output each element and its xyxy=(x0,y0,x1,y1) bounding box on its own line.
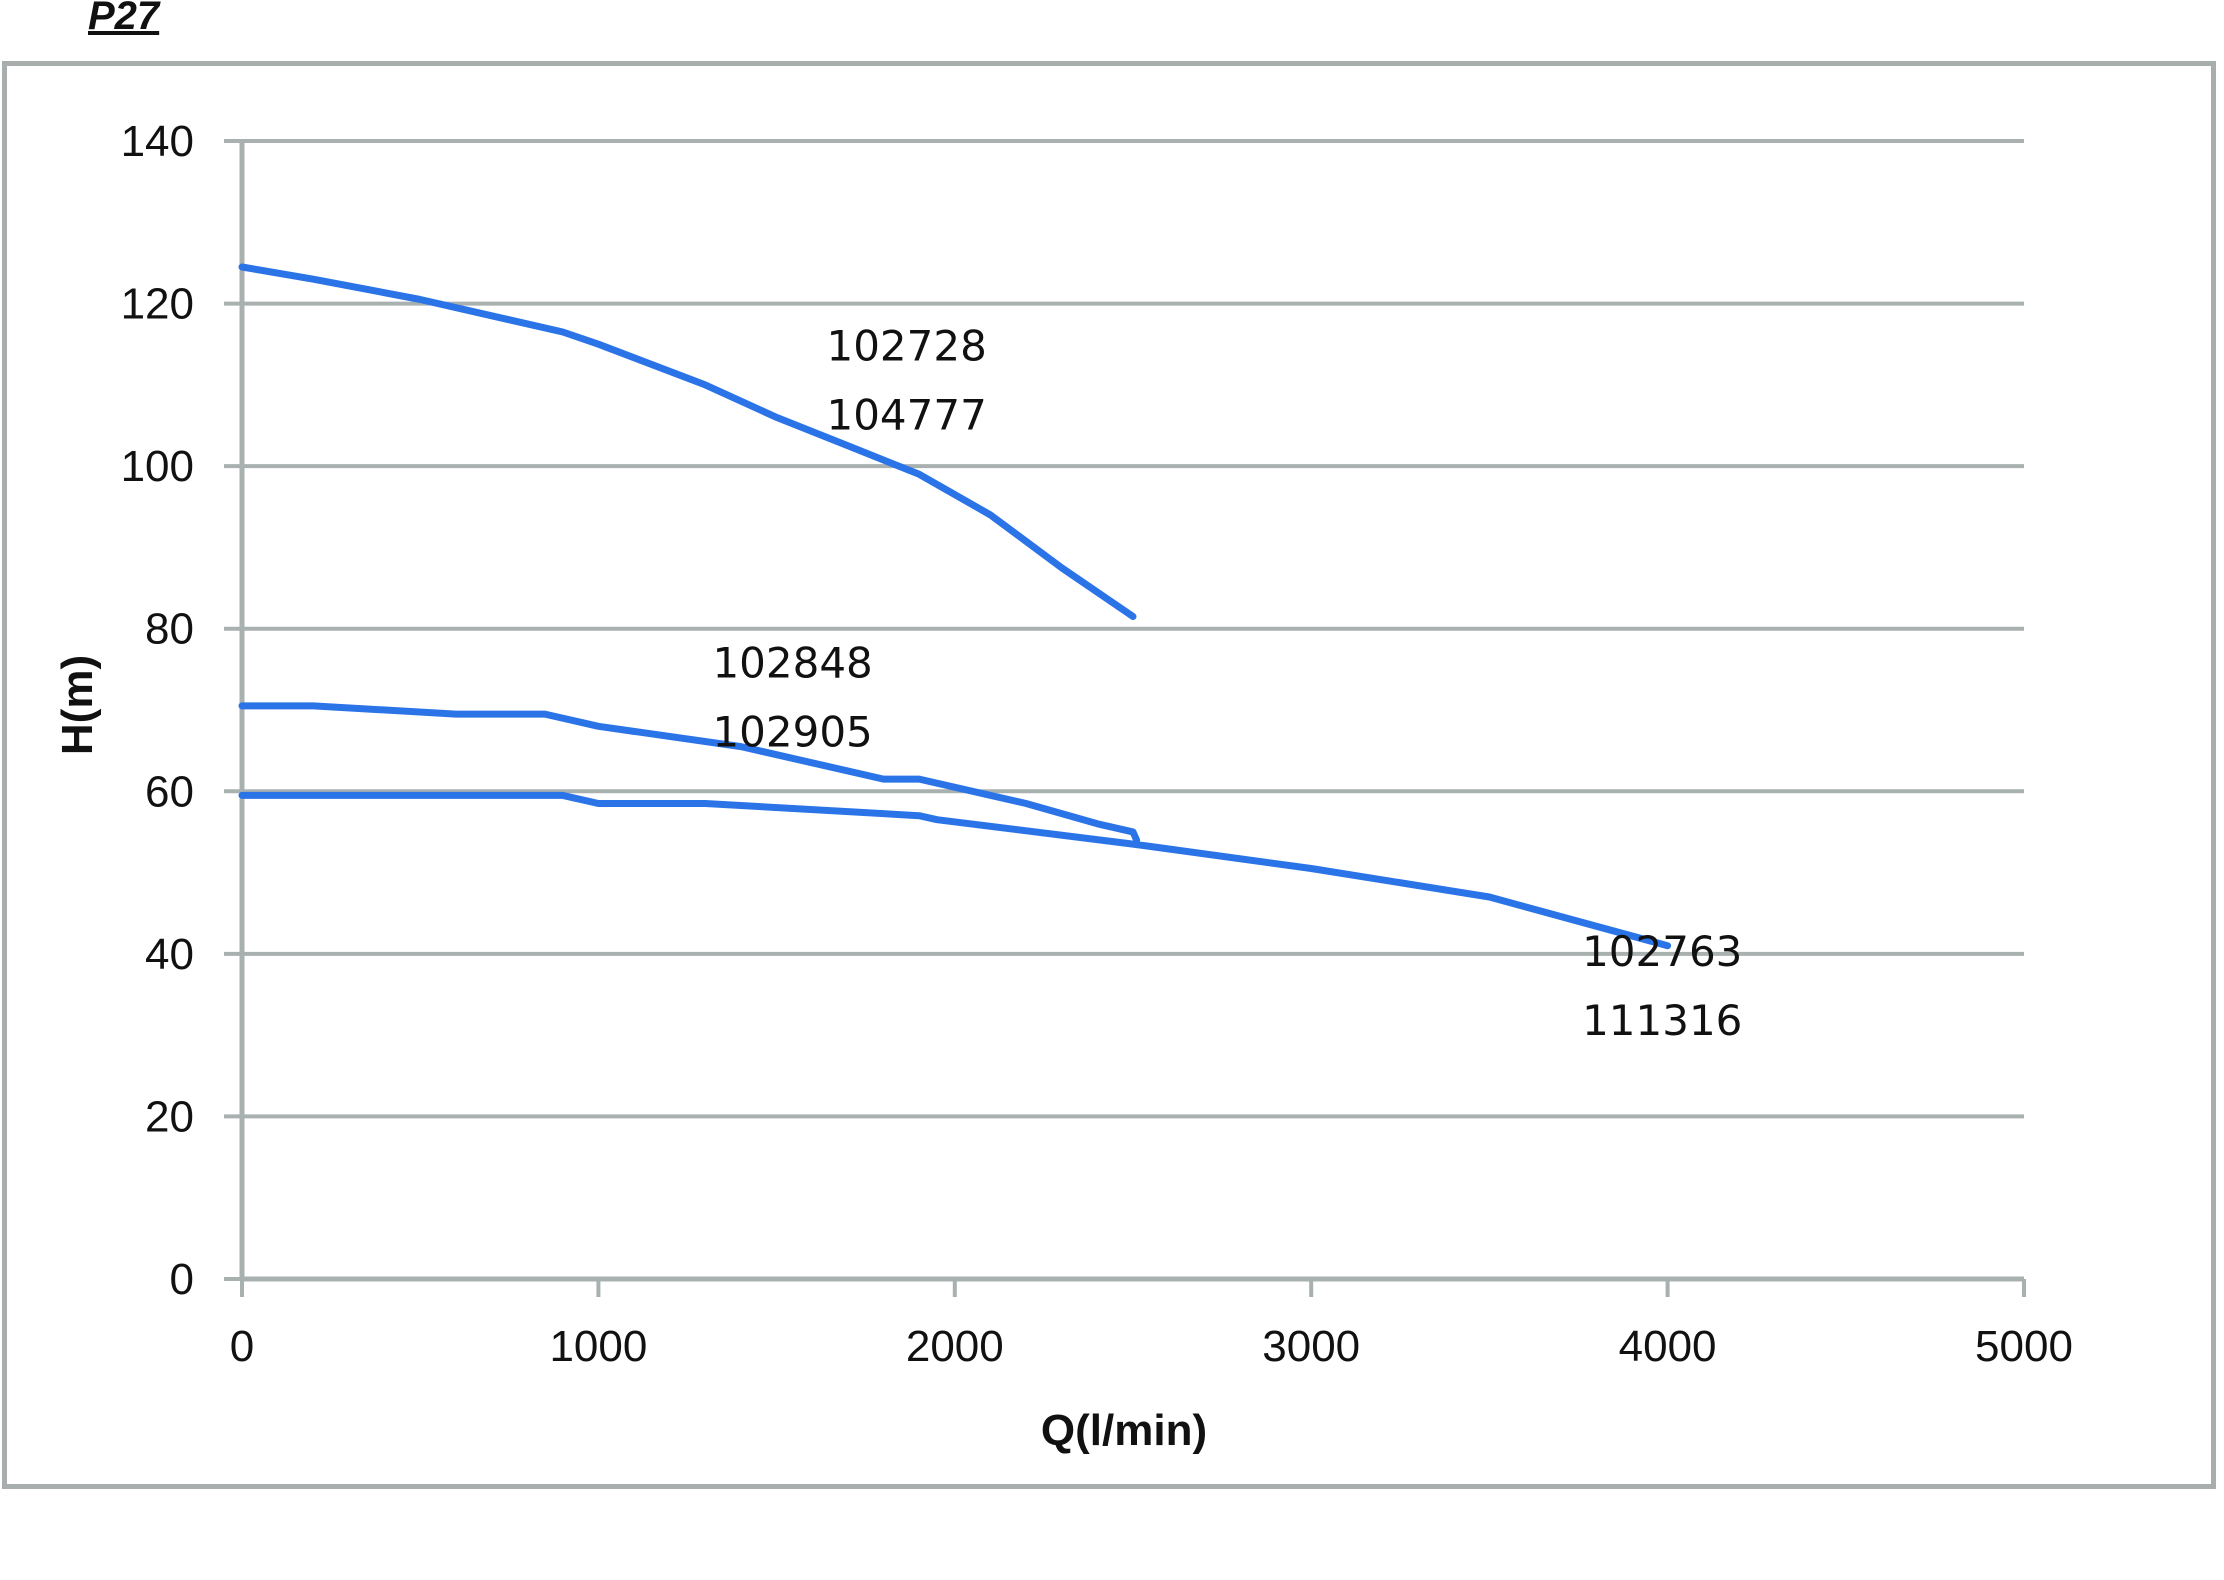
x-tick-label: 2000 xyxy=(906,1322,1004,1371)
x-tick-label: 1000 xyxy=(549,1322,647,1371)
curve-annotation: 102905 xyxy=(712,708,872,757)
y-tick-label: 120 xyxy=(121,280,194,329)
x-axis-title: Q(l/min) xyxy=(1041,1406,1207,1455)
axis-layer xyxy=(224,139,2026,1297)
x-tick-label: 4000 xyxy=(1619,1322,1717,1371)
y-tick-label: 60 xyxy=(145,767,194,816)
curve-line-2 xyxy=(238,702,1141,844)
curve-annotation: 102763 xyxy=(1582,927,1742,976)
label-layer: 0 20 40 60 80 100 120 140 0 1000 2000 3000 4000 5000 1… xyxy=(121,117,2073,1371)
curve-line-1 xyxy=(238,263,1137,620)
series-layer xyxy=(238,263,1672,950)
x-tick-label: 5000 xyxy=(1975,1322,2073,1371)
curve-annotation: 102728 xyxy=(826,321,986,370)
curve-annotation: 102848 xyxy=(712,638,872,687)
y-axis-title: H(m) xyxy=(53,655,102,755)
y-tick-label: 100 xyxy=(121,442,194,491)
y-tick-label: 80 xyxy=(145,605,194,654)
curve-line-3 xyxy=(238,791,1672,950)
y-tick-label: 140 xyxy=(121,117,194,166)
page-title: P27 xyxy=(88,0,160,38)
curve-annotation: 104777 xyxy=(826,391,986,440)
chart-frame xyxy=(2,61,2216,1489)
curve-annotation: 111316 xyxy=(1582,996,1742,1045)
grid-layer xyxy=(242,139,2024,1119)
x-tick-label: 3000 xyxy=(1262,1322,1360,1371)
y-tick-label: 20 xyxy=(145,1092,194,1141)
y-tick-label: 40 xyxy=(145,930,194,979)
x-tick-label: 0 xyxy=(230,1322,254,1371)
y-tick-label: 0 xyxy=(170,1255,194,1304)
